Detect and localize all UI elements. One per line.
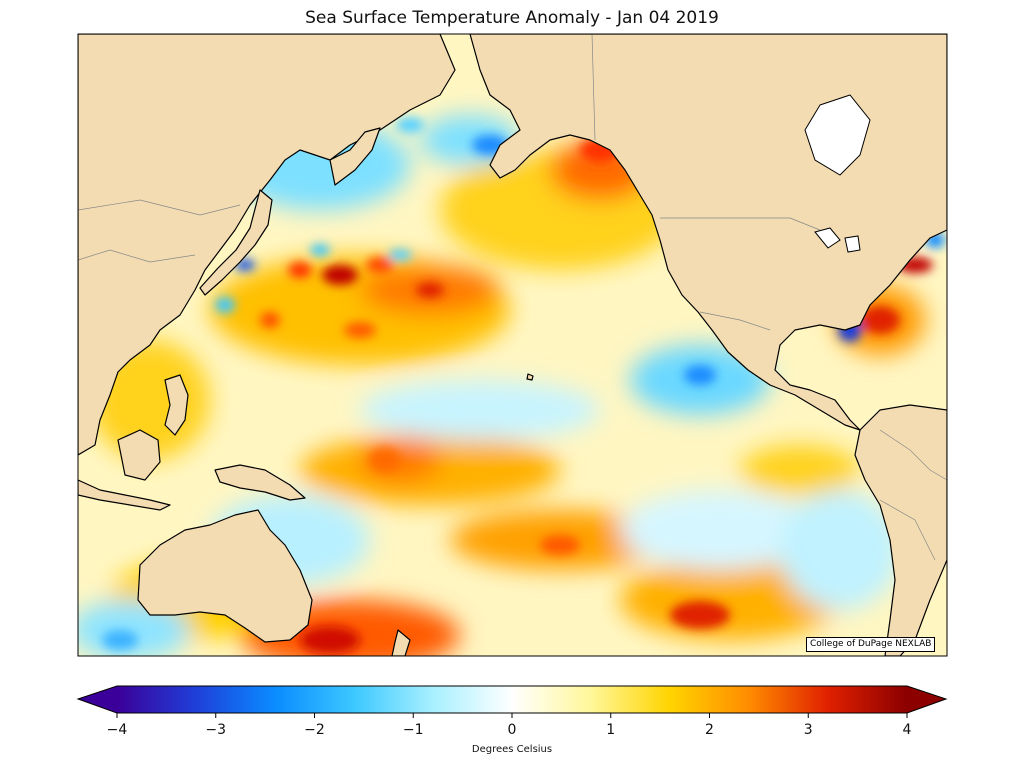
map-frame — [77, 33, 948, 657]
indonesia-islands — [78, 479, 171, 511]
colorbar-min-extend — [78, 686, 117, 713]
colorbar-tick-label: 0 — [507, 722, 517, 738]
sst-anomaly-map — [77, 33, 948, 657]
colorbar-tick-label: −1 — [402, 722, 424, 738]
borneo-island — [117, 429, 161, 481]
map-title: Sea Surface Temperature Anomaly - Jan 04… — [305, 8, 719, 28]
australia-landmass — [137, 509, 313, 643]
colorbar-label: Degrees Celsius — [471, 744, 553, 755]
colorbar-tick-label: 3 — [803, 722, 813, 738]
new-guinea-island — [214, 464, 306, 501]
colorbar-tick-label: 4 — [902, 722, 912, 738]
hawaii-islands — [526, 373, 534, 381]
colorbar-tick-label: −2 — [304, 722, 325, 738]
colorbar-tick-label: 1 — [606, 722, 616, 738]
japan-islands — [199, 189, 273, 296]
country-borders — [78, 34, 947, 561]
colorbar-gradient — [117, 686, 907, 713]
new-zealand-islands — [391, 629, 411, 656]
south-america-landmass — [854, 404, 947, 656]
colorbar-tick-label: −3 — [205, 722, 227, 738]
colorbar-tick-label: −4 — [106, 722, 128, 738]
colorbar — [76, 685, 948, 718]
anomaly-field — [78, 34, 947, 656]
colorbar-max-extend — [907, 686, 946, 713]
philippines-islands — [164, 374, 189, 436]
kamchatka-peninsula — [329, 127, 381, 186]
inland-waters — [804, 94, 871, 253]
credit-label: College of DuPage NEXLAB — [806, 637, 936, 652]
colorbar-tick-label: 2 — [705, 722, 714, 738]
